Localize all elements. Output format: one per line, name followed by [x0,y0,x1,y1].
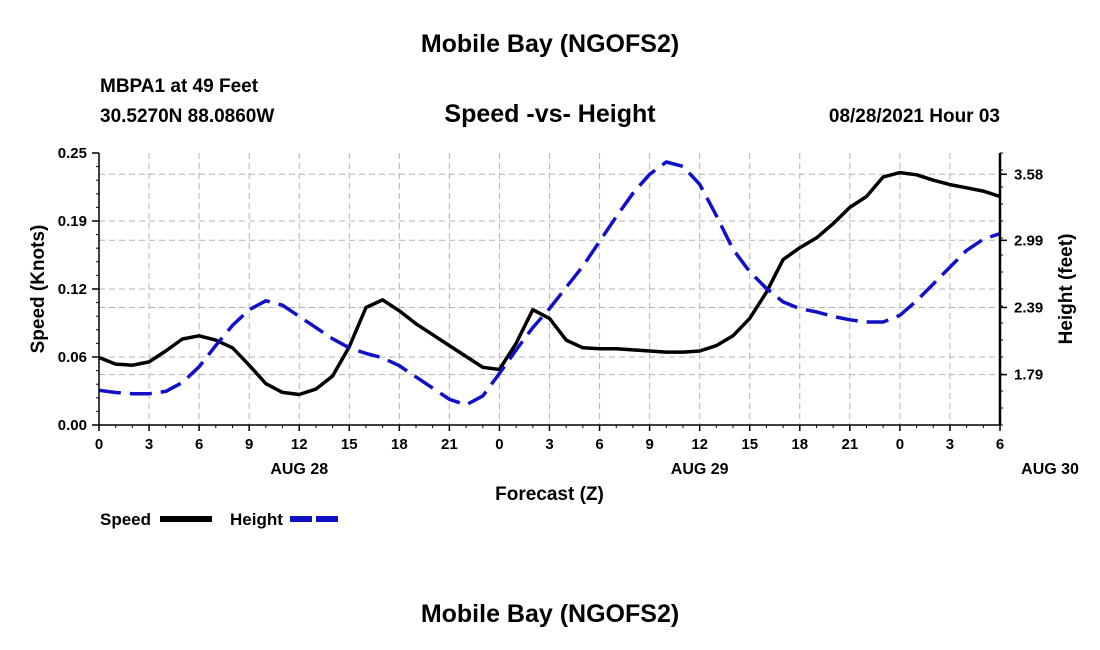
y-right-tick-label: 1.79 [1014,367,1043,384]
y-left-tick-label: 0.19 [58,213,87,230]
x-tick-label: 18 [791,436,808,453]
x-tick-label: 15 [341,436,358,453]
x-tick-label: 12 [691,436,708,453]
x-tick-label: 6 [195,436,203,453]
x-tick-label: 0 [495,436,503,453]
y-right-tick-label: 3.58 [1014,166,1043,183]
x-tick-label: 15 [741,436,758,453]
x-axis-title: Forecast (Z) [495,484,604,505]
y-left-tick-label: 0.06 [58,349,87,366]
legend-height-swatch [290,516,342,522]
station-label: MBPA1 at 49 Feet [100,76,259,97]
page-title: Mobile Bay (NGOFS2) [420,30,680,58]
y-right-tick-label: 2.99 [1014,232,1043,249]
legend-height-label: Height [230,510,283,529]
legend-speed-swatch [160,516,212,522]
x-tick-label: 3 [145,436,153,453]
day-label: AUG 28 [270,461,328,478]
y-right-axis-title: Height (feet) [1056,234,1077,345]
y-left-tick-label: 0.12 [58,281,87,298]
legend-speed-label: Speed [100,510,152,529]
y-left-tick-label: 0.25 [58,145,87,162]
x-tick-label: 9 [645,436,653,453]
x-tick-label: 0 [896,436,904,453]
x-tick-label: 0 [95,436,103,453]
x-tick-label: 6 [996,436,1004,453]
forecast-datetime: 08/28/2021 Hour 03 [828,106,1000,127]
x-tick-label: 21 [841,436,858,453]
x-tick-label: 18 [391,436,408,453]
y-right-tick-label: 2.39 [1014,299,1043,316]
day-label: AUG 30 [1021,461,1079,478]
x-tick-label: 9 [245,436,253,453]
height-series-line [98,160,1001,407]
chart-subtitle: Speed -vs- Height [444,100,656,128]
x-tick-label: 21 [441,436,458,453]
y-left-tick-label: 0.00 [58,417,87,434]
speed-series-line [98,170,1001,397]
day-label: AUG 29 [671,461,729,478]
x-tick-label: 3 [545,436,553,453]
station-coords: 30.5270N 88.0860W [100,106,275,127]
y-left-axis-title: Speed (Knots) [28,225,49,354]
x-tick-label: 12 [291,436,308,453]
footer-title: Mobile Bay (NGOFS2) [420,600,680,628]
x-tick-label: 6 [595,436,603,453]
x-tick-label: 3 [946,436,954,453]
